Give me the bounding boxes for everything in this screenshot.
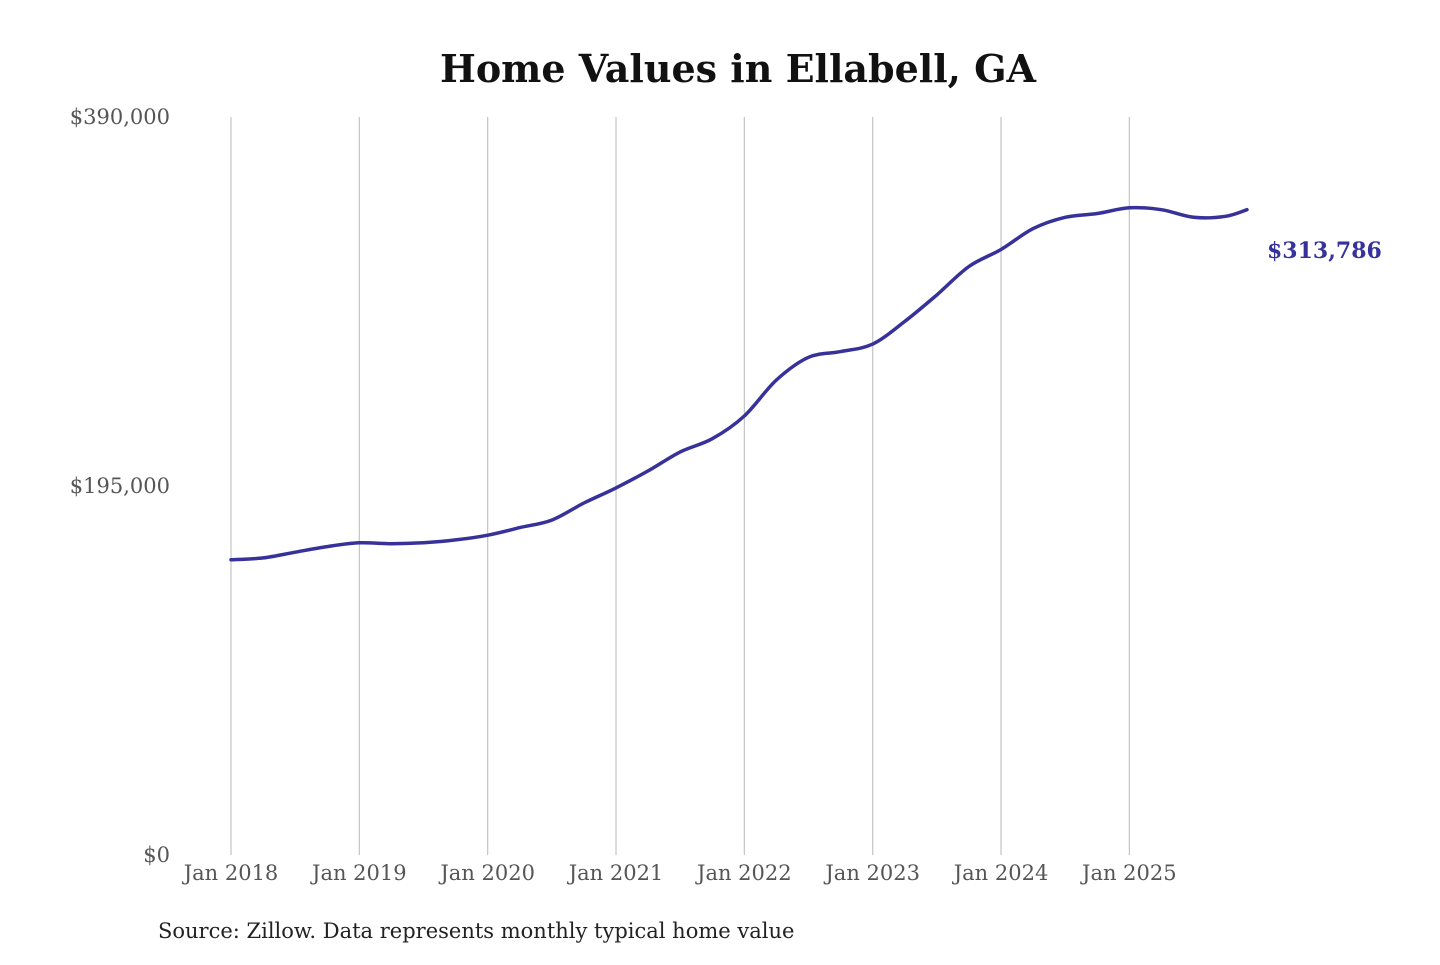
x-tick-label-1: Jan 2019 (310, 861, 407, 885)
x-tick-label-5: Jan 2023 (823, 861, 920, 885)
y-axis-ticks: $390,000 $195,000 $0 (70, 105, 170, 867)
chart-title: Home Values in Ellabell, GA (440, 46, 1037, 91)
home-value-line (229, 205, 1249, 562)
last-value-label: $313,786 (1267, 238, 1382, 264)
x-tick-label-0: Jan 2018 (182, 861, 279, 885)
y-tick-label-2: $0 (143, 843, 170, 867)
source-note: Source: Zillow. Data represents monthly … (158, 919, 794, 943)
x-tick-label-7: Jan 2025 (1080, 861, 1177, 885)
gridlines (230, 117, 1130, 855)
x-tick-label-2: Jan 2020 (438, 861, 535, 885)
series-layer (229, 205, 1249, 562)
y-tick-label-1: $195,000 (70, 474, 170, 498)
x-tick-label-4: Jan 2022 (695, 861, 792, 885)
x-tick-label-3: Jan 2021 (567, 861, 664, 885)
y-tick-label-0: $390,000 (70, 105, 170, 129)
x-axis-ticks: Jan 2018 Jan 2019 Jan 2020 Jan 2021 Jan 2022… (182, 861, 1177, 885)
x-tick-label-6: Jan 2024 (952, 861, 1049, 885)
